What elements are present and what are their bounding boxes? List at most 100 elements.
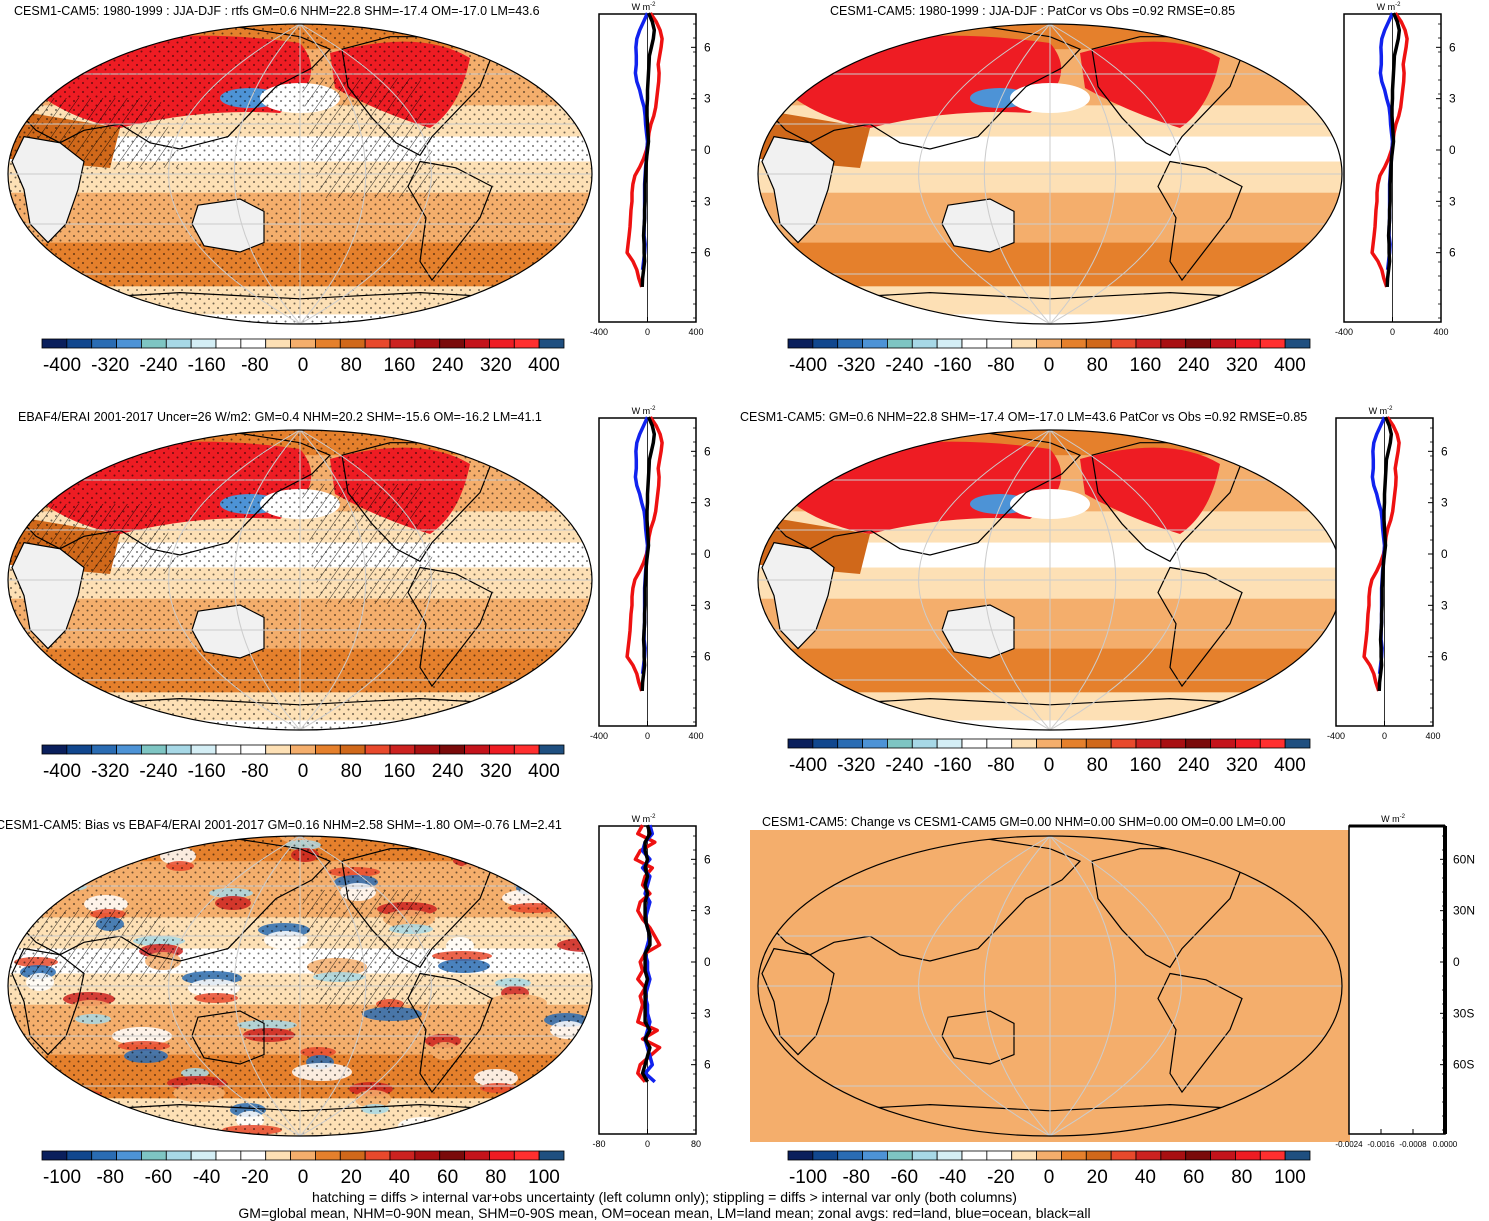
colorbar-label: 320: [480, 355, 512, 376]
colorbar-swatch: [1061, 338, 1087, 349]
zonal-plot-1: W m-2 60N 30N 0 30S 60S -400 0 400: [590, 2, 710, 337]
colorbar-swatch: [513, 338, 540, 349]
map-border: [757, 23, 1343, 325]
zonal-lat-label: 30N: [704, 92, 710, 106]
colorbar-swatch: [961, 738, 988, 749]
colorbar-4: -400 -320 -240 -160 -80 0 80 160 240 320 400: [787, 738, 1311, 776]
coast-africa: [761, 541, 835, 650]
zonal-lat-label: 30S: [704, 1006, 710, 1020]
colorbar-label: -100: [43, 1167, 81, 1188]
bias-blob: [0, 830, 14, 835]
colorbar-label: -320: [91, 761, 129, 782]
coast-australia: [941, 604, 1015, 659]
colorbar-label: -20: [241, 1167, 268, 1188]
colorbar-swatch: [41, 1150, 68, 1161]
zonal-lat-label: 30S: [1441, 598, 1447, 612]
colorbar-label: 20: [1087, 1167, 1108, 1188]
colorbar-swatch: [961, 338, 988, 349]
zonal-lat-label: 60N: [704, 444, 710, 458]
colorbar-swatch: [339, 1150, 366, 1161]
bias-blob: [41, 868, 69, 886]
colorbar-swatch: [1259, 1150, 1286, 1161]
colorbar-swatch: [837, 738, 863, 749]
colorbar-swatch: [862, 738, 888, 749]
colorbar-label: 320: [1226, 755, 1258, 776]
zonal-lat-label: 30N: [704, 496, 710, 510]
colorbar-label: 80: [1087, 755, 1108, 776]
lon-line: [1049, 836, 1117, 1136]
lon-line: [918, 430, 1051, 730]
colorbar-swatch: [1259, 738, 1286, 749]
lon-line: [299, 24, 432, 324]
zonal-plot-2: W m-2 60N 30N 0 30S 60S -400 0 400: [1335, 2, 1455, 337]
graticule: [758, 836, 1342, 1136]
lon-line: [1049, 430, 1182, 730]
colorbar-swatch: [1085, 1150, 1112, 1161]
colorbar-swatch: [911, 1150, 938, 1161]
coast-samerica: [407, 566, 493, 688]
colorbar-label: -60: [891, 1167, 918, 1188]
colorbar-swatch: [538, 338, 565, 349]
map-panel-5: [0, 830, 593, 1137]
colorbar-swatch: [265, 744, 291, 755]
coast-africa: [761, 135, 835, 244]
colorbar-label: -80: [842, 1167, 869, 1188]
zonal-lat-label: 60N: [704, 40, 710, 54]
colorbar-label: -80: [241, 761, 268, 782]
colorbar-label: 0: [298, 761, 309, 782]
colorbar-swatch: [315, 744, 341, 755]
colorbar-swatch: [439, 1150, 465, 1161]
lon-line: [168, 836, 301, 1136]
colorbar-label: 400: [528, 761, 560, 782]
map-panel-1: [7, 23, 593, 325]
zonal-lat-label: 0: [1453, 955, 1460, 969]
map-panel-2: [757, 23, 1343, 325]
zonal-lat-label: 30N: [1441, 496, 1447, 510]
colorbar-swatch: [887, 338, 913, 349]
zonal-lat-label: 60S: [1453, 1058, 1474, 1072]
colorbar-swatch: [513, 1150, 540, 1161]
coast-africa: [11, 135, 85, 244]
colorbar-swatch: [141, 1150, 167, 1161]
colorbar-swatch: [812, 738, 839, 749]
zonal-x-label: -0.0024: [1335, 1140, 1363, 1149]
graticule: [758, 430, 1342, 730]
colorbar-label: 80: [485, 1167, 506, 1188]
colorbar-swatch: [1061, 738, 1087, 749]
na-warm-region: [1080, 41, 1220, 128]
colorbar-swatch: [165, 744, 192, 755]
colorbar-swatch: [66, 1150, 93, 1161]
zonal-x-label: 400: [1425, 731, 1440, 741]
colorbar-label: -80: [987, 355, 1014, 376]
map-panel-3: [7, 429, 593, 731]
colorbar-label: -240: [139, 355, 177, 376]
coast-africa: [761, 947, 835, 1056]
colorbar-swatch: [464, 338, 490, 349]
zonal-x-label: 0: [1390, 327, 1395, 337]
colorbar-label: 400: [1274, 755, 1306, 776]
zonal-lat-label: 30N: [1453, 904, 1475, 918]
colorbar-swatch: [1135, 738, 1162, 749]
zonal-units: W m-2: [632, 406, 656, 416]
colorbar-swatch: [91, 1150, 117, 1161]
colorbar-swatch: [265, 1150, 291, 1161]
zonal-plot-4: W m-2 60N 30N 0 30S 60S -400 0 400: [1327, 406, 1447, 741]
colorbar-swatch: [887, 1150, 913, 1161]
zonal-x-label: 80: [691, 1139, 701, 1149]
colorbar-swatch: [240, 1150, 267, 1161]
colorbar-swatch: [315, 1150, 341, 1161]
colorbar-swatch: [986, 338, 1013, 349]
bias-blob: [404, 1131, 448, 1136]
colorbar-swatch: [862, 338, 888, 349]
colorbar-swatch: [414, 744, 441, 755]
lon-line: [1049, 24, 1117, 324]
map-panel-6: [750, 830, 1350, 1142]
zonal-lat-label: 60S: [1441, 650, 1447, 664]
zonal-x-label: -80: [592, 1139, 605, 1149]
colorbar-swatch: [339, 338, 366, 349]
lon-line: [233, 24, 301, 324]
colorbar-swatch: [887, 738, 913, 749]
zonal-x-label: -400: [590, 731, 608, 741]
colorbar-label: 400: [528, 355, 560, 376]
zonal-frame: [1348, 825, 1446, 1135]
